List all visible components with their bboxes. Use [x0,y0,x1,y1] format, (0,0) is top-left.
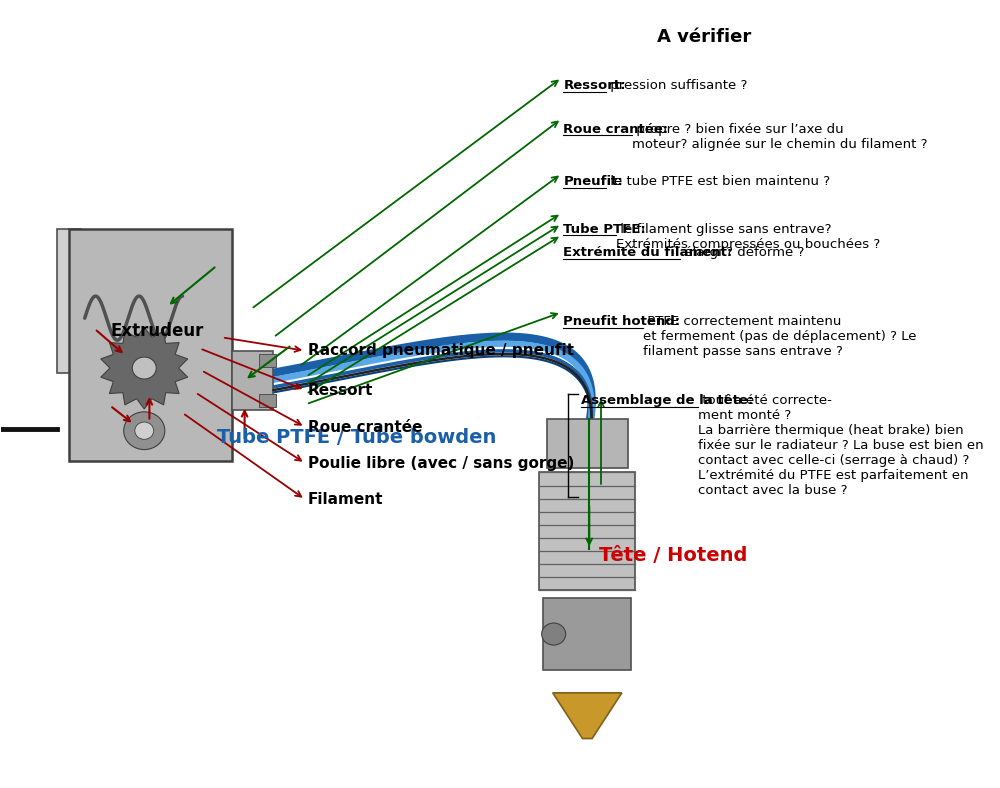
Text: pression suffisante ?: pression suffisante ? [606,80,747,92]
Text: Pneufit:: Pneufit: [563,175,623,188]
Circle shape [132,357,156,379]
Bar [259,355,276,367]
Text: Ressort:: Ressort: [563,80,626,92]
Text: Poulie libre (avec / sans gorge): Poulie libre (avec / sans gorge) [308,455,574,470]
Bar [539,473,635,590]
Text: Pneufit hotend:: Pneufit hotend: [563,315,680,329]
Bar [547,418,628,467]
Circle shape [124,412,165,450]
Text: propre ? bien fixée sur l’axe du
moteur? alignée sur le chemin du filament ?: propre ? bien fixée sur l’axe du moteur?… [632,123,928,151]
Text: Ressort: Ressort [308,382,373,398]
Text: Raccord pneumatique / pneufit: Raccord pneumatique / pneufit [308,344,574,359]
Text: élargi ? déformé ?: élargi ? déformé ? [680,246,805,259]
Text: le tube PTFE est bien maintenu ?: le tube PTFE est bien maintenu ? [606,175,830,188]
Bar [69,229,232,461]
Text: Roue crantée: Roue crantée [308,419,422,434]
Polygon shape [101,327,188,409]
Bar [259,394,276,407]
Text: Assemblage de la tête:: Assemblage de la tête: [581,394,754,407]
Text: Extrudeur: Extrudeur [111,322,204,340]
Text: Tube PTFE:: Tube PTFE: [563,222,646,236]
Text: le filament glisse sans entrave?
Extrémités compressées ou bouchées ?: le filament glisse sans entrave? Extrémi… [616,222,881,251]
Polygon shape [553,693,622,738]
Bar [543,598,631,670]
Circle shape [135,422,154,440]
Text: Tube PTFE / Tube bowden: Tube PTFE / Tube bowden [217,428,496,447]
Bar [57,229,81,373]
Text: PTFE correctement maintenu
et fermement (pas de déplacement) ? Le
filament passe: PTFE correctement maintenu et fermement … [643,315,917,359]
Text: Roue crantée:: Roue crantée: [563,123,668,136]
Text: A vérifier: A vérifier [657,28,751,46]
Text: Tête / Hotend: Tête / Hotend [599,546,747,565]
Circle shape [542,623,566,645]
Bar [232,351,273,410]
Text: Extrémité du filament:: Extrémité du filament: [563,246,733,259]
Text: Filament: Filament [308,492,383,507]
Text: tout a été correcte-
ment monté ?
La barrière thermique (heat brake) bien
fixée : tout a été correcte- ment monté ? La bar… [698,394,984,497]
